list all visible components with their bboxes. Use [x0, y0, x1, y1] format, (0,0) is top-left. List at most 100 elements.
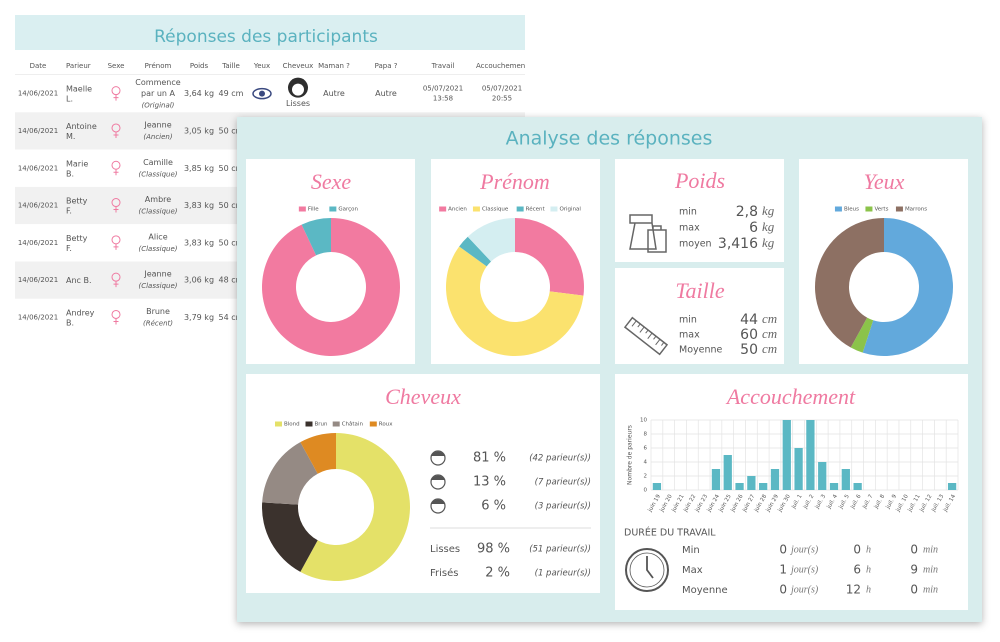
texture-pct: 2 % [485, 566, 510, 581]
donut-segment [814, 218, 884, 348]
sexe-icon [113, 318, 119, 325]
cell-prenom: Brune [146, 307, 170, 316]
duree-value: 9 [910, 563, 918, 577]
donut-segment [300, 433, 336, 474]
cell-date: 14/06/2021 [18, 202, 58, 210]
texture-count: (1 parieur(s)) [535, 569, 591, 579]
bar [711, 469, 721, 490]
clock-icon [629, 552, 665, 588]
sexe-icon [113, 94, 119, 101]
y-axis-label: Nombre de parieurs [627, 425, 634, 485]
ruler-tick [653, 335, 657, 340]
cell-parieur: Antoine M. [66, 121, 97, 140]
hair-pct: 81 % [473, 451, 506, 466]
cell-parieur: Marie B. [66, 159, 88, 178]
donut-segment [862, 218, 953, 356]
cell-prenom: Commence par un A [135, 78, 180, 98]
column-header[interactable]: Parieur [66, 62, 91, 70]
eye-icon [259, 90, 265, 97]
column-header[interactable]: Prénom [145, 62, 172, 70]
legend-label: Verts [874, 207, 888, 213]
ruler-tick [645, 329, 649, 334]
column-header[interactable]: Sexe [108, 62, 125, 70]
legend-swatch [472, 206, 480, 212]
legend-label: Fille [308, 207, 319, 213]
stat-label: moyen [679, 239, 712, 250]
ruler-tick [655, 338, 661, 346]
cell-parieur: Andrey B. [66, 308, 95, 327]
card-accouchement [615, 374, 968, 610]
sexe-icon [113, 243, 119, 250]
legend-label: Châtain [342, 421, 364, 428]
hair-icon [292, 83, 304, 96]
donut-segment [262, 502, 318, 572]
texture-label: Frisés [430, 567, 459, 579]
legend-swatch [550, 206, 558, 212]
donut-segment [262, 442, 318, 505]
column-header[interactable]: Accouchement [476, 62, 528, 70]
donut-segment [262, 218, 401, 357]
stat-unit: kg [762, 219, 775, 234]
cell-poids: 3,83 kg [184, 238, 214, 247]
card-title: Taille [675, 278, 725, 303]
legend-swatch [834, 206, 842, 212]
duree-unit: h [866, 564, 871, 575]
panel-title: Analyse des réponses [506, 128, 713, 150]
duree-value: 0 [853, 543, 861, 557]
legend-swatch [329, 206, 337, 212]
cell-date: 14/06/2021 [18, 239, 58, 247]
duree-value: 12 [846, 583, 861, 597]
cell-date: 14/06/2021 [18, 90, 58, 98]
column-header[interactable]: Taille [221, 62, 240, 70]
hair-count: (42 parieur(s)) [529, 454, 591, 464]
card-taille [615, 268, 784, 364]
cell-papa: Autre [375, 89, 397, 98]
stat-unit: kg [762, 235, 775, 250]
cell-maman: Autre [323, 89, 345, 98]
column-header[interactable]: Poids [190, 62, 209, 70]
duree-unit: jour(s) [789, 544, 819, 555]
bar [829, 483, 839, 490]
card-title: Yeux [864, 169, 905, 194]
column-header[interactable]: Yeux [253, 62, 270, 70]
y-tick-label: 0 [644, 488, 648, 494]
ruler-tick [637, 323, 641, 328]
donut-segment [300, 433, 410, 581]
y-tick-label: 10 [640, 418, 647, 424]
stat-label: min [679, 207, 697, 218]
hair-pct: 13 % [473, 475, 506, 490]
stat-unit: cm [762, 311, 777, 326]
stat-unit: cm [762, 326, 777, 341]
duree-label: Moyenne [682, 585, 728, 596]
column-header[interactable]: Cheveux [283, 62, 314, 70]
sexe-icon [113, 281, 119, 288]
column-header[interactable]: Date [30, 62, 47, 70]
column-header[interactable]: Papa ? [375, 62, 398, 70]
bar [723, 455, 732, 490]
stat-unit: cm [762, 341, 777, 356]
texture-pct: 98 % [477, 542, 510, 557]
ruler-tick [647, 332, 653, 339]
sexe-icon [113, 131, 119, 138]
clock-icon [625, 548, 669, 592]
legend-swatch [439, 206, 447, 212]
panel-title: Réponses des participants [154, 27, 378, 47]
cell-travail: 05/07/2021 [423, 85, 463, 93]
column-header[interactable]: Travail [431, 62, 455, 70]
bar [652, 483, 662, 490]
column-header[interactable]: Maman ? [318, 62, 350, 70]
donut-segment [459, 236, 492, 267]
cell-prenom: Camille [143, 158, 173, 167]
clock-icon [646, 556, 654, 579]
stat-unit: kg [762, 203, 775, 218]
card-title: Poids [674, 168, 725, 193]
cell-prenom: Ambre [145, 195, 171, 204]
legend-label: Récent [526, 206, 546, 213]
legend-swatch [865, 206, 873, 212]
bar [782, 420, 791, 490]
duree-value: 6 [853, 563, 861, 577]
card-title: Cheveux [385, 384, 461, 409]
